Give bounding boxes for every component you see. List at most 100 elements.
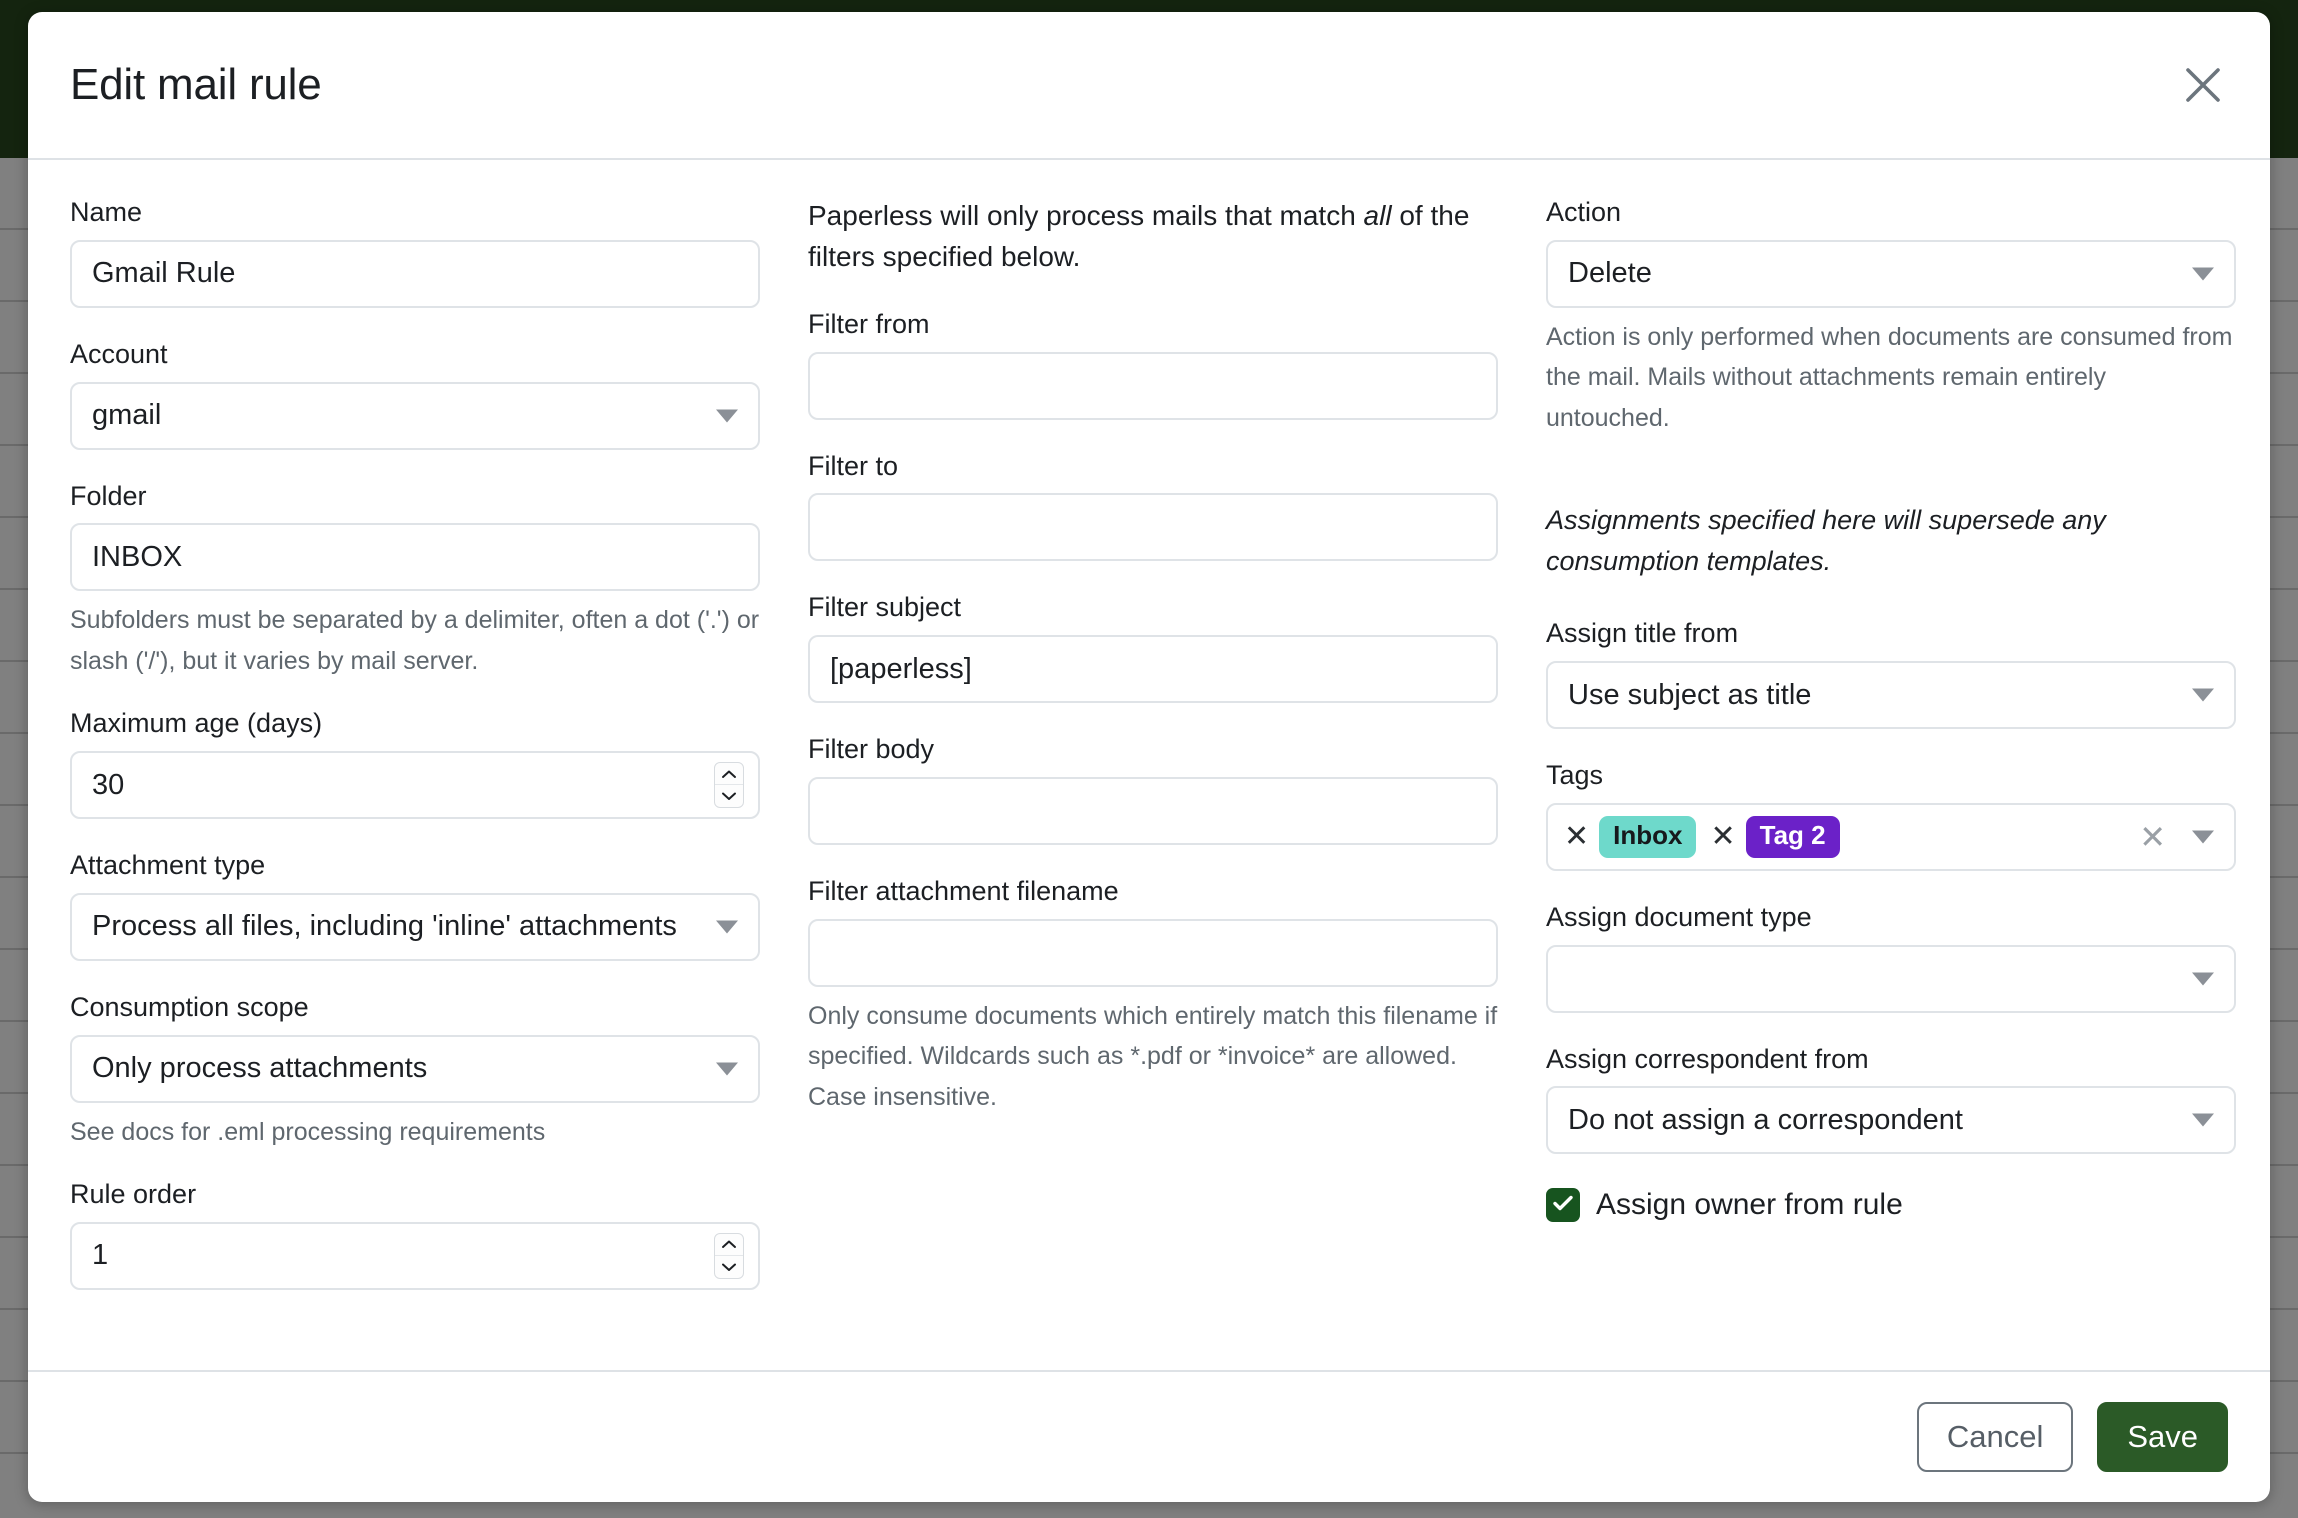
save-button[interactable]: Save [2097, 1402, 2228, 1472]
chevron-down-icon [716, 920, 738, 934]
filters-intro-emphasis: all [1363, 200, 1392, 231]
filter-to-input[interactable] [808, 493, 1498, 562]
field-assign-correspondent-from: Assign correspondent from Do not assign … [1546, 1043, 2236, 1155]
action-select-value: Delete [1568, 257, 1652, 290]
edit-mail-rule-dialog: Edit mail rule Name Gmail Rule Account g… [28, 12, 2270, 1502]
stepper-down-icon[interactable] [715, 1256, 743, 1278]
field-attachment-type: Attachment type Process all files, inclu… [70, 849, 760, 961]
field-assign-document-type: Assign document type [1546, 901, 2236, 1013]
assign-title-from-select-value: Use subject as title [1568, 678, 1812, 711]
tag-chip[interactable]: Inbox [1599, 815, 1697, 858]
close-icon [2182, 64, 2224, 106]
page-title: Edit mail rule [70, 60, 322, 109]
folder-label: Folder [70, 480, 147, 511]
filters-intro-suffix: of the filters specified below. [808, 200, 1470, 272]
folder-input[interactable]: INBOX [70, 523, 760, 592]
folder-help-text: Subfolders must be separated by a delimi… [70, 606, 760, 675]
action-label: Action [1546, 197, 1622, 227]
assign-correspondent-from-select[interactable]: Do not assign a correspondent [1546, 1086, 2236, 1155]
field-consumption-scope: Consumption scope Only process attachmen… [70, 991, 760, 1152]
account-select-value: gmail [92, 399, 162, 431]
tags-multiselect[interactable]: ✕ Inbox ✕ Tag 2 ✕ [1546, 802, 2236, 871]
filter-from-input[interactable] [808, 351, 1498, 420]
close-icon[interactable]: ✕ [1564, 819, 1590, 853]
action-select[interactable]: Delete [1546, 239, 2236, 308]
field-filter-body: Filter body [808, 733, 1498, 845]
chevron-down-icon [2192, 688, 2214, 702]
cancel-button[interactable]: Cancel [1916, 1402, 2074, 1472]
action-help-text: Action is only performed when documents … [1546, 322, 2233, 432]
consumption-scope-help-text: See docs for .eml processing requirement… [70, 1117, 546, 1146]
field-account: Account gmail [70, 338, 760, 450]
filters-intro-prefix: Paperless will only process mails that m… [808, 200, 1364, 231]
maximum-age-stepper[interactable] [714, 762, 744, 808]
field-filter-attachment-filename: Filter attachment filename Only consume … [808, 875, 1498, 1117]
maximum-age-label: Maximum age (days) [70, 708, 323, 739]
consumption-scope-select-value: Only process attachments [92, 1052, 428, 1084]
filter-subject-input[interactable]: [paperless] [808, 635, 1498, 703]
field-folder: Folder INBOX Subfolders must be separate… [70, 480, 760, 682]
assign-owner-from-rule-row[interactable]: Assign owner from rule [1546, 1188, 2236, 1223]
dialog-header: Edit mail rule [28, 12, 2270, 160]
field-name: Name Gmail Rule [70, 196, 760, 308]
field-assign-title-from: Assign title from Use subject as title [1546, 617, 2236, 729]
rule-order-label: Rule order [70, 1179, 197, 1209]
field-maximum-age: Maximum age (days) 30 [70, 707, 760, 819]
field-filter-from: Filter from [808, 308, 1498, 420]
filter-from-label: Filter from [808, 308, 930, 339]
maximum-age-input[interactable]: 30 [70, 751, 760, 819]
consumption-scope-label: Consumption scope [70, 991, 309, 1022]
filters-intro-text: Paperless will only process mails that m… [808, 196, 1498, 278]
filter-subject-label: Filter subject [808, 592, 962, 623]
assign-owner-from-rule-label: Assign owner from rule [1596, 1188, 1903, 1222]
field-action: Action Delete Action is only performed w… [1546, 196, 2236, 438]
filter-attachment-filename-help-text: Only consume documents which entirely ma… [808, 1001, 1498, 1111]
filter-body-label: Filter body [808, 734, 935, 764]
check-icon [1552, 1194, 1574, 1217]
chevron-down-icon [2192, 267, 2214, 281]
field-filter-subject: Filter subject [paperless] [808, 591, 1498, 703]
assign-correspondent-from-select-value: Do not assign a correspondent [1568, 1103, 1963, 1136]
filter-attachment-filename-label: Filter attachment filename [808, 875, 1119, 906]
stepper-down-icon[interactable] [715, 785, 743, 807]
assign-title-from-label: Assign title from [1546, 618, 1739, 649]
close-icon[interactable]: ✕ [1710, 819, 1736, 853]
filter-to-label: Filter to [808, 450, 899, 481]
stepper-up-icon[interactable] [715, 1234, 743, 1256]
filter-attachment-filename-input[interactable] [808, 918, 1498, 987]
tags-label: Tags [1546, 760, 1604, 790]
chevron-down-icon [716, 1062, 738, 1075]
field-filter-to: Filter to [808, 450, 1498, 562]
field-tags: Tags ✕ Inbox ✕ Tag 2 ✕ [1546, 759, 2236, 871]
consumption-scope-select[interactable]: Only process attachments [70, 1034, 760, 1103]
tag-chip[interactable]: Tag 2 [1745, 815, 1840, 858]
rule-order-input[interactable]: 1 [70, 1221, 760, 1290]
close-button[interactable] [2174, 56, 2232, 114]
name-label: Name [70, 197, 143, 227]
stepper-up-icon[interactable] [715, 763, 743, 785]
assign-document-type-select[interactable] [1546, 944, 2236, 1013]
column-actions: Action Delete Action is only performed w… [1546, 196, 2236, 1223]
attachment-type-select-value: Process all files, including 'inline' at… [92, 910, 677, 943]
dialog-body: Name Gmail Rule Account gmail Folder INB… [28, 160, 2270, 1370]
rule-order-stepper[interactable] [714, 1232, 744, 1279]
chevron-down-icon [716, 409, 738, 422]
assign-title-from-select[interactable]: Use subject as title [1546, 661, 2236, 729]
tag-item: ✕ Inbox [1564, 815, 1697, 858]
field-rule-order: Rule order 1 [70, 1178, 760, 1290]
chevron-down-icon[interactable] [2192, 830, 2214, 844]
name-input[interactable]: Gmail Rule [70, 239, 760, 308]
attachment-type-select[interactable]: Process all files, including 'inline' at… [70, 892, 760, 961]
clear-icon[interactable]: ✕ [2139, 818, 2166, 855]
tag-item: ✕ Tag 2 [1710, 815, 1840, 858]
assignments-note: Assignments specified here will supersed… [1546, 505, 2106, 576]
column-rule-settings: Name Gmail Rule Account gmail Folder INB… [70, 196, 760, 1320]
chevron-down-icon [2192, 1113, 2214, 1127]
account-select[interactable]: gmail [70, 381, 760, 450]
assign-owner-from-rule-checkbox[interactable] [1546, 1188, 1580, 1223]
attachment-type-label: Attachment type [70, 850, 266, 880]
assign-document-type-label: Assign document type [1546, 901, 1812, 932]
assign-correspondent-from-label: Assign correspondent from [1546, 1043, 1869, 1074]
filter-body-input[interactable] [808, 776, 1498, 845]
chevron-down-icon [2192, 972, 2214, 985]
